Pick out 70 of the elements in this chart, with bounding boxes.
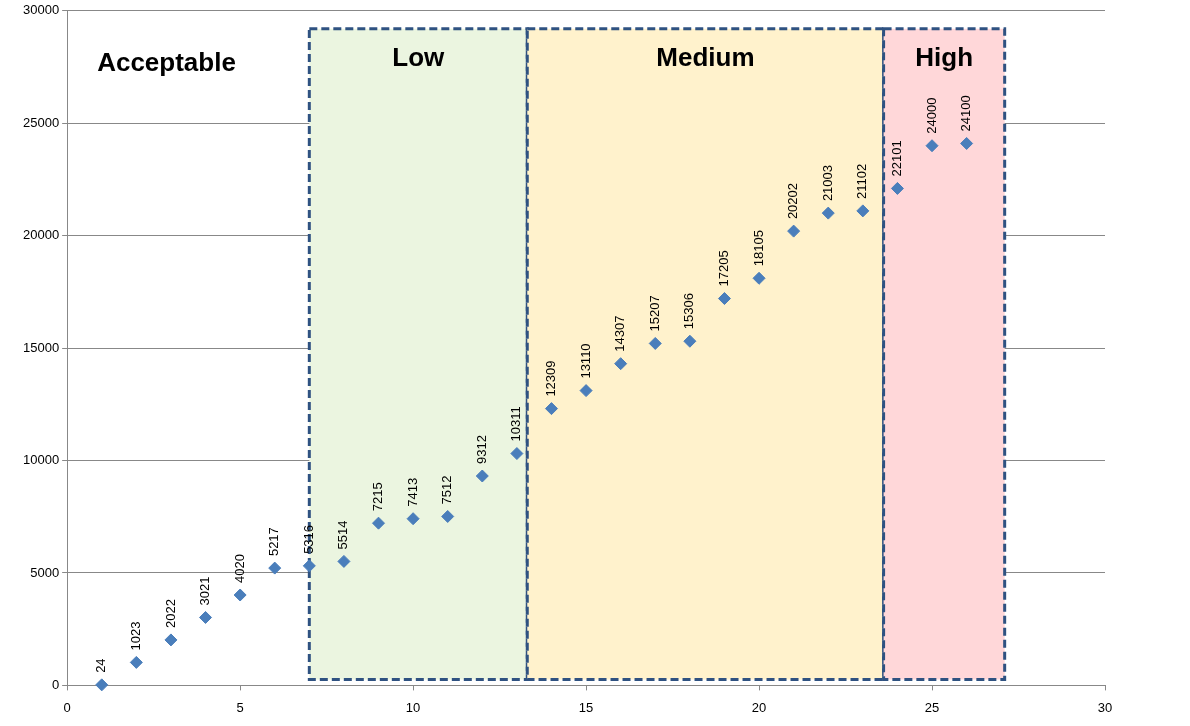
x-tick-label: 10 bbox=[405, 699, 421, 715]
data-label: 15207 bbox=[646, 295, 662, 332]
point bbox=[544, 402, 558, 416]
point bbox=[302, 559, 316, 573]
x-tick-label: 15 bbox=[578, 699, 594, 715]
data-label: 18105 bbox=[750, 230, 766, 267]
point bbox=[268, 561, 282, 575]
data-label: 5514 bbox=[335, 520, 351, 550]
point bbox=[129, 655, 143, 669]
point bbox=[614, 357, 628, 371]
point bbox=[821, 206, 835, 220]
data-label: 10311 bbox=[508, 406, 524, 442]
data-label: 21003 bbox=[819, 164, 835, 202]
point bbox=[406, 512, 420, 526]
data-label: 24 bbox=[93, 658, 109, 673]
data-label: 12309 bbox=[543, 360, 559, 397]
y-tick-label: 5000 bbox=[30, 564, 60, 580]
point bbox=[372, 516, 386, 530]
point bbox=[752, 271, 766, 285]
point bbox=[683, 334, 697, 348]
band-label: Low bbox=[392, 41, 446, 72]
point bbox=[579, 384, 593, 398]
data-label: 20202 bbox=[785, 182, 801, 220]
x-tick-label: 25 bbox=[924, 699, 940, 715]
point bbox=[717, 292, 731, 306]
x-tick-label: 20 bbox=[751, 699, 767, 715]
point bbox=[787, 224, 801, 238]
band-label: High bbox=[915, 41, 974, 72]
point bbox=[199, 610, 213, 624]
data-label: 5217 bbox=[266, 527, 282, 557]
data-label: 21102 bbox=[854, 163, 870, 199]
band-label: Medium bbox=[656, 41, 755, 72]
data-label: 5316 bbox=[300, 524, 316, 554]
point bbox=[925, 139, 939, 153]
data-label: 24000 bbox=[923, 97, 939, 134]
data-label: 3021 bbox=[197, 576, 213, 606]
point bbox=[441, 509, 455, 523]
point bbox=[510, 447, 524, 461]
x-tick-label: 0 bbox=[63, 699, 71, 715]
point bbox=[95, 678, 109, 692]
data-label: 4020 bbox=[231, 554, 247, 583]
y-tick-label: 25000 bbox=[22, 114, 60, 130]
point bbox=[164, 633, 178, 647]
point bbox=[233, 588, 247, 602]
point bbox=[337, 554, 351, 568]
data-label: 7413 bbox=[404, 477, 420, 507]
data-label: 1023 bbox=[127, 621, 143, 651]
annotation: Acceptable bbox=[97, 46, 236, 77]
y-tick-label: 0 bbox=[51, 676, 60, 692]
data-label: 2022 bbox=[162, 599, 178, 628]
data-label: 7512 bbox=[439, 475, 455, 505]
x-tick-label: 5 bbox=[236, 699, 244, 715]
data-label: 14307 bbox=[612, 315, 628, 352]
data-label: 13110 bbox=[577, 343, 593, 379]
point bbox=[856, 204, 870, 218]
data-label: 9312 bbox=[473, 435, 489, 464]
y-tick-label: 15000 bbox=[22, 339, 60, 355]
data-label: 17205 bbox=[716, 250, 732, 287]
y-tick-label: 30000 bbox=[22, 2, 60, 18]
point bbox=[475, 469, 489, 483]
data-label: 22101 bbox=[889, 140, 905, 177]
x-tick-label: 30 bbox=[1097, 699, 1113, 715]
data-label: 15306 bbox=[681, 293, 697, 330]
data-label: 7215 bbox=[370, 482, 386, 512]
point bbox=[648, 336, 662, 350]
y-tick-label: 20000 bbox=[22, 227, 60, 243]
y-tick-label: 10000 bbox=[22, 452, 60, 468]
point bbox=[890, 181, 904, 195]
data-label: 24100 bbox=[958, 95, 974, 132]
point bbox=[960, 136, 974, 150]
